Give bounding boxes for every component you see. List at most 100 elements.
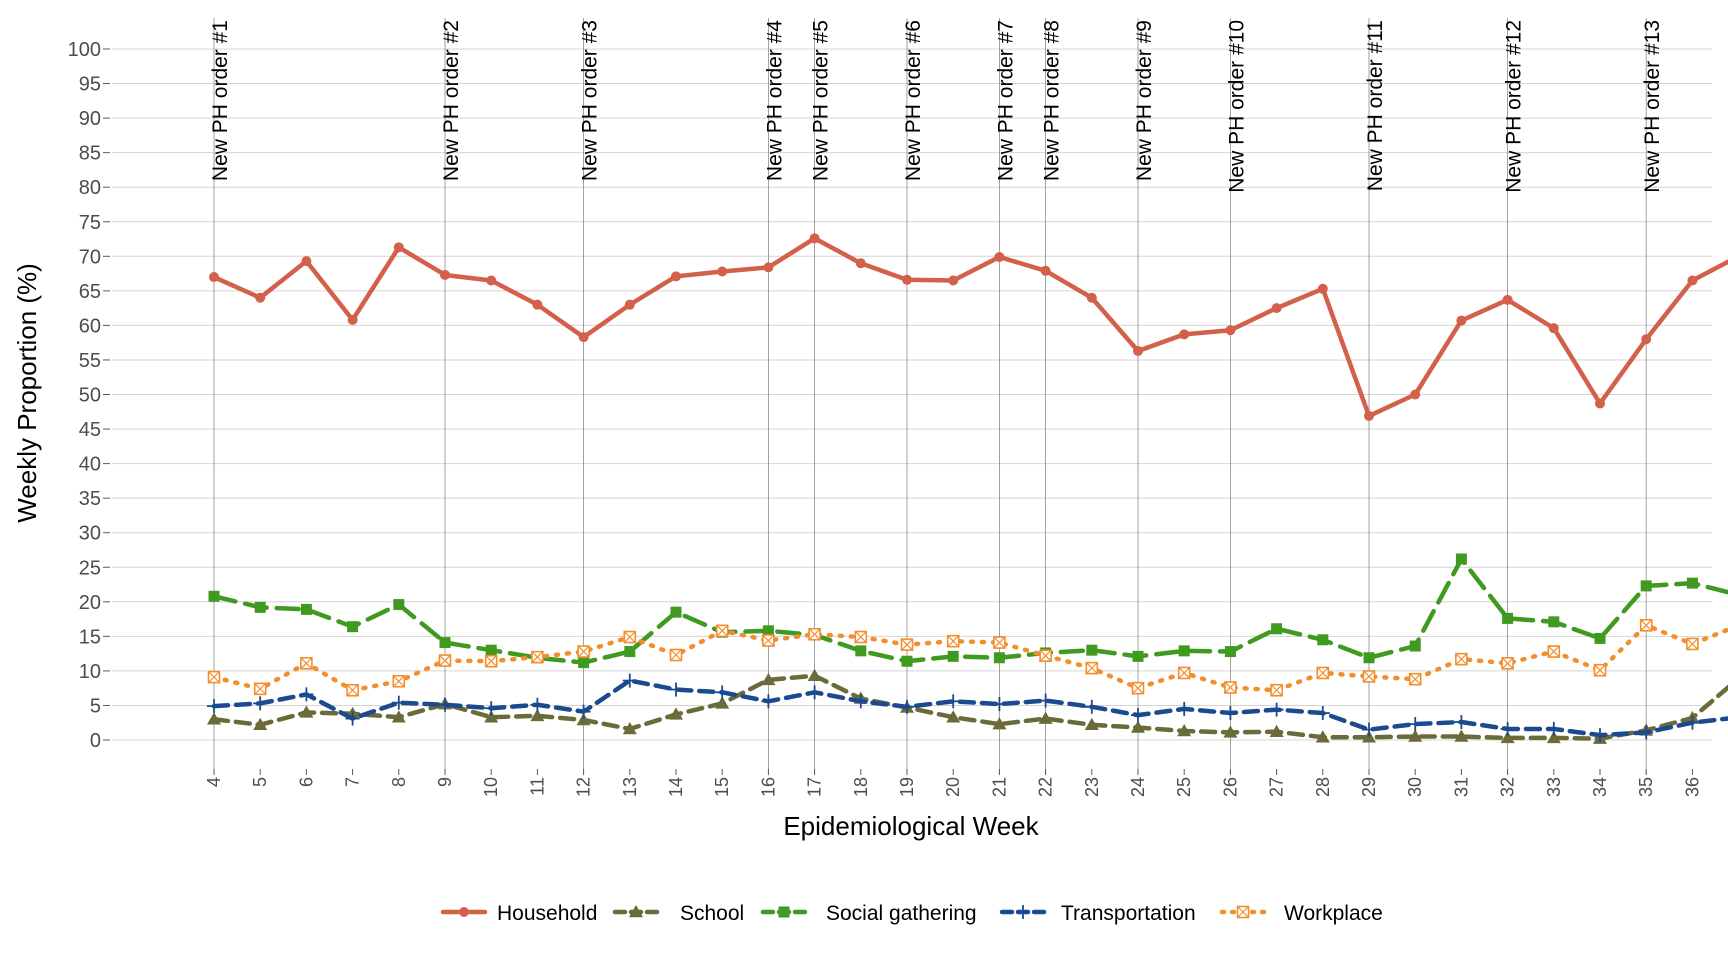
legend-label-workplace: Workplace [1284, 902, 1383, 925]
y-tick-label-50: 50 [79, 385, 101, 407]
point-social-gathering-week-20 [947, 650, 959, 662]
x-tick-label-6: 6 [296, 777, 316, 787]
point-household-week-18 [855, 258, 866, 269]
point-workplace-week-9 [438, 654, 452, 667]
point-workplace-week-20 [946, 634, 960, 648]
point-transportation-week-16 [761, 694, 776, 709]
x-tick-label-14: 14 [666, 777, 686, 797]
legend-marker-household [459, 907, 469, 917]
x-axis-title: Epidemiological Week [783, 811, 1039, 841]
point-workplace-week-34-d2 [1594, 664, 1606, 677]
point-social-gathering-week-31 [1455, 553, 1467, 565]
point-workplace-week-21-d2 [993, 636, 1006, 649]
point-workplace-week-10-d2 [485, 655, 498, 668]
point-social-gathering-week-33 [1548, 616, 1560, 628]
x-tick-label-19: 19 [897, 777, 917, 797]
annotation-label-week-26: New PH order #10 [1225, 20, 1248, 193]
series-household [209, 233, 1728, 421]
y-tick-label-95: 95 [79, 74, 101, 96]
point-workplace-week-27 [1270, 683, 1283, 697]
point-workplace-week-26 [1224, 681, 1237, 694]
point-transportation-week-36 [1685, 715, 1700, 730]
x-tick-label-25: 25 [1174, 777, 1194, 797]
y-tick-label-85: 85 [79, 143, 101, 165]
legend-item-social-gathering: Social gathering [760, 902, 977, 925]
x-tick-label-29: 29 [1359, 777, 1379, 797]
point-household-week-32 [1502, 294, 1513, 305]
annotation-label-week-21: New PH order #7 [994, 20, 1017, 181]
point-social-gathering-week-4 [208, 590, 220, 602]
point-workplace-week-30-d2 [1409, 673, 1422, 686]
point-school-week-30 [1408, 729, 1423, 742]
x-tick-label-28: 28 [1313, 777, 1333, 797]
point-social-gathering-week-16 [762, 625, 774, 637]
x-tick-label-34: 34 [1590, 777, 1610, 797]
annotation-label-week-17: New PH order #5 [810, 20, 833, 181]
series-workplace [207, 618, 1728, 697]
point-workplace-week-28 [1316, 666, 1330, 680]
point-workplace-week-26-d2 [1224, 681, 1237, 694]
annotation-label-week-12: New PH order #3 [579, 20, 602, 181]
point-household-week-29 [1364, 410, 1374, 421]
point-workplace-week-6 [300, 656, 313, 670]
legend-item-transportation: Transportation [999, 902, 1196, 925]
point-social-gathering-week-32 [1502, 612, 1514, 624]
point-transportation-week-9 [438, 697, 452, 712]
point-workplace-week-35 [1639, 618, 1653, 632]
y-tick-label-40: 40 [79, 454, 101, 476]
annotation-label-week-35: New PH order #13 [1641, 20, 1664, 193]
point-social-gathering-week-9 [439, 637, 451, 649]
x-tick-label-11: 11 [527, 777, 547, 796]
point-transportation-week-28 [1315, 706, 1330, 721]
point-social-gathering-week-21 [993, 652, 1005, 664]
annotation-label-week-9: New PH order #2 [440, 20, 463, 181]
point-workplace-week-17 [808, 627, 821, 641]
x-tick-label-21: 21 [989, 777, 1009, 797]
point-workplace-week-34 [1593, 663, 1607, 677]
grid [112, 48, 1712, 741]
x-tick-label-22: 22 [1036, 777, 1056, 797]
point-school-week-28 [1315, 730, 1330, 743]
point-social-gathering-week-25 [1178, 645, 1190, 657]
point-workplace-week-13 [623, 630, 637, 644]
point-workplace-week-19-d2 [901, 638, 913, 651]
x-tick-label-9: 9 [435, 777, 455, 787]
legend-marker-workplace [1236, 905, 1250, 919]
point-school-week-16 [761, 672, 776, 686]
point-household-week-30 [1410, 389, 1421, 400]
point-transportation-week-33 [1546, 721, 1561, 736]
point-transportation-week-5 [253, 696, 268, 711]
y-tick-label-60: 60 [79, 315, 101, 337]
point-transportation-week-32 [1500, 721, 1515, 736]
point-transportation-week-6 [299, 687, 314, 702]
point-transportation-week-7 [345, 711, 360, 726]
point-workplace-week-15-d2 [716, 624, 729, 637]
point-workplace-week-31-d2 [1455, 653, 1468, 666]
point-workplace-week-25-d2 [1178, 667, 1191, 679]
x-tick-label-20: 20 [943, 777, 963, 797]
legend-marker-workplace-d2 [1237, 906, 1249, 918]
x-tick-label-7: 7 [343, 777, 363, 787]
point-household-week-13 [624, 299, 635, 310]
point-social-gathering-week-13 [624, 646, 636, 658]
point-household-week-22 [1040, 265, 1051, 276]
point-workplace-week-14 [669, 648, 683, 662]
annotation-label-week-24: New PH order #9 [1133, 20, 1156, 181]
point-workplace-week-31 [1455, 652, 1468, 666]
point-transportation-week-13 [622, 673, 637, 688]
x-tick-label-13: 13 [620, 777, 640, 797]
annotations: New PH order #1 New PH order #2 New PH ord… [209, 18, 1664, 775]
point-school-week-6 [299, 705, 314, 718]
point-school-week-5 [253, 717, 268, 731]
x-tick-label-5: 5 [250, 777, 270, 787]
x-tick-label-36: 36 [1682, 777, 1702, 797]
point-school-week-21 [992, 717, 1007, 730]
point-workplace-week-18 [854, 630, 868, 644]
point-school-week-24 [1131, 720, 1145, 733]
point-social-gathering-week-26 [1224, 646, 1236, 658]
point-transportation-week-11 [530, 697, 545, 712]
point-workplace-week-10 [484, 654, 498, 668]
point-school-week-17 [807, 668, 822, 681]
point-transportation-week-22 [1038, 693, 1053, 708]
series-line-school [211, 673, 1728, 741]
